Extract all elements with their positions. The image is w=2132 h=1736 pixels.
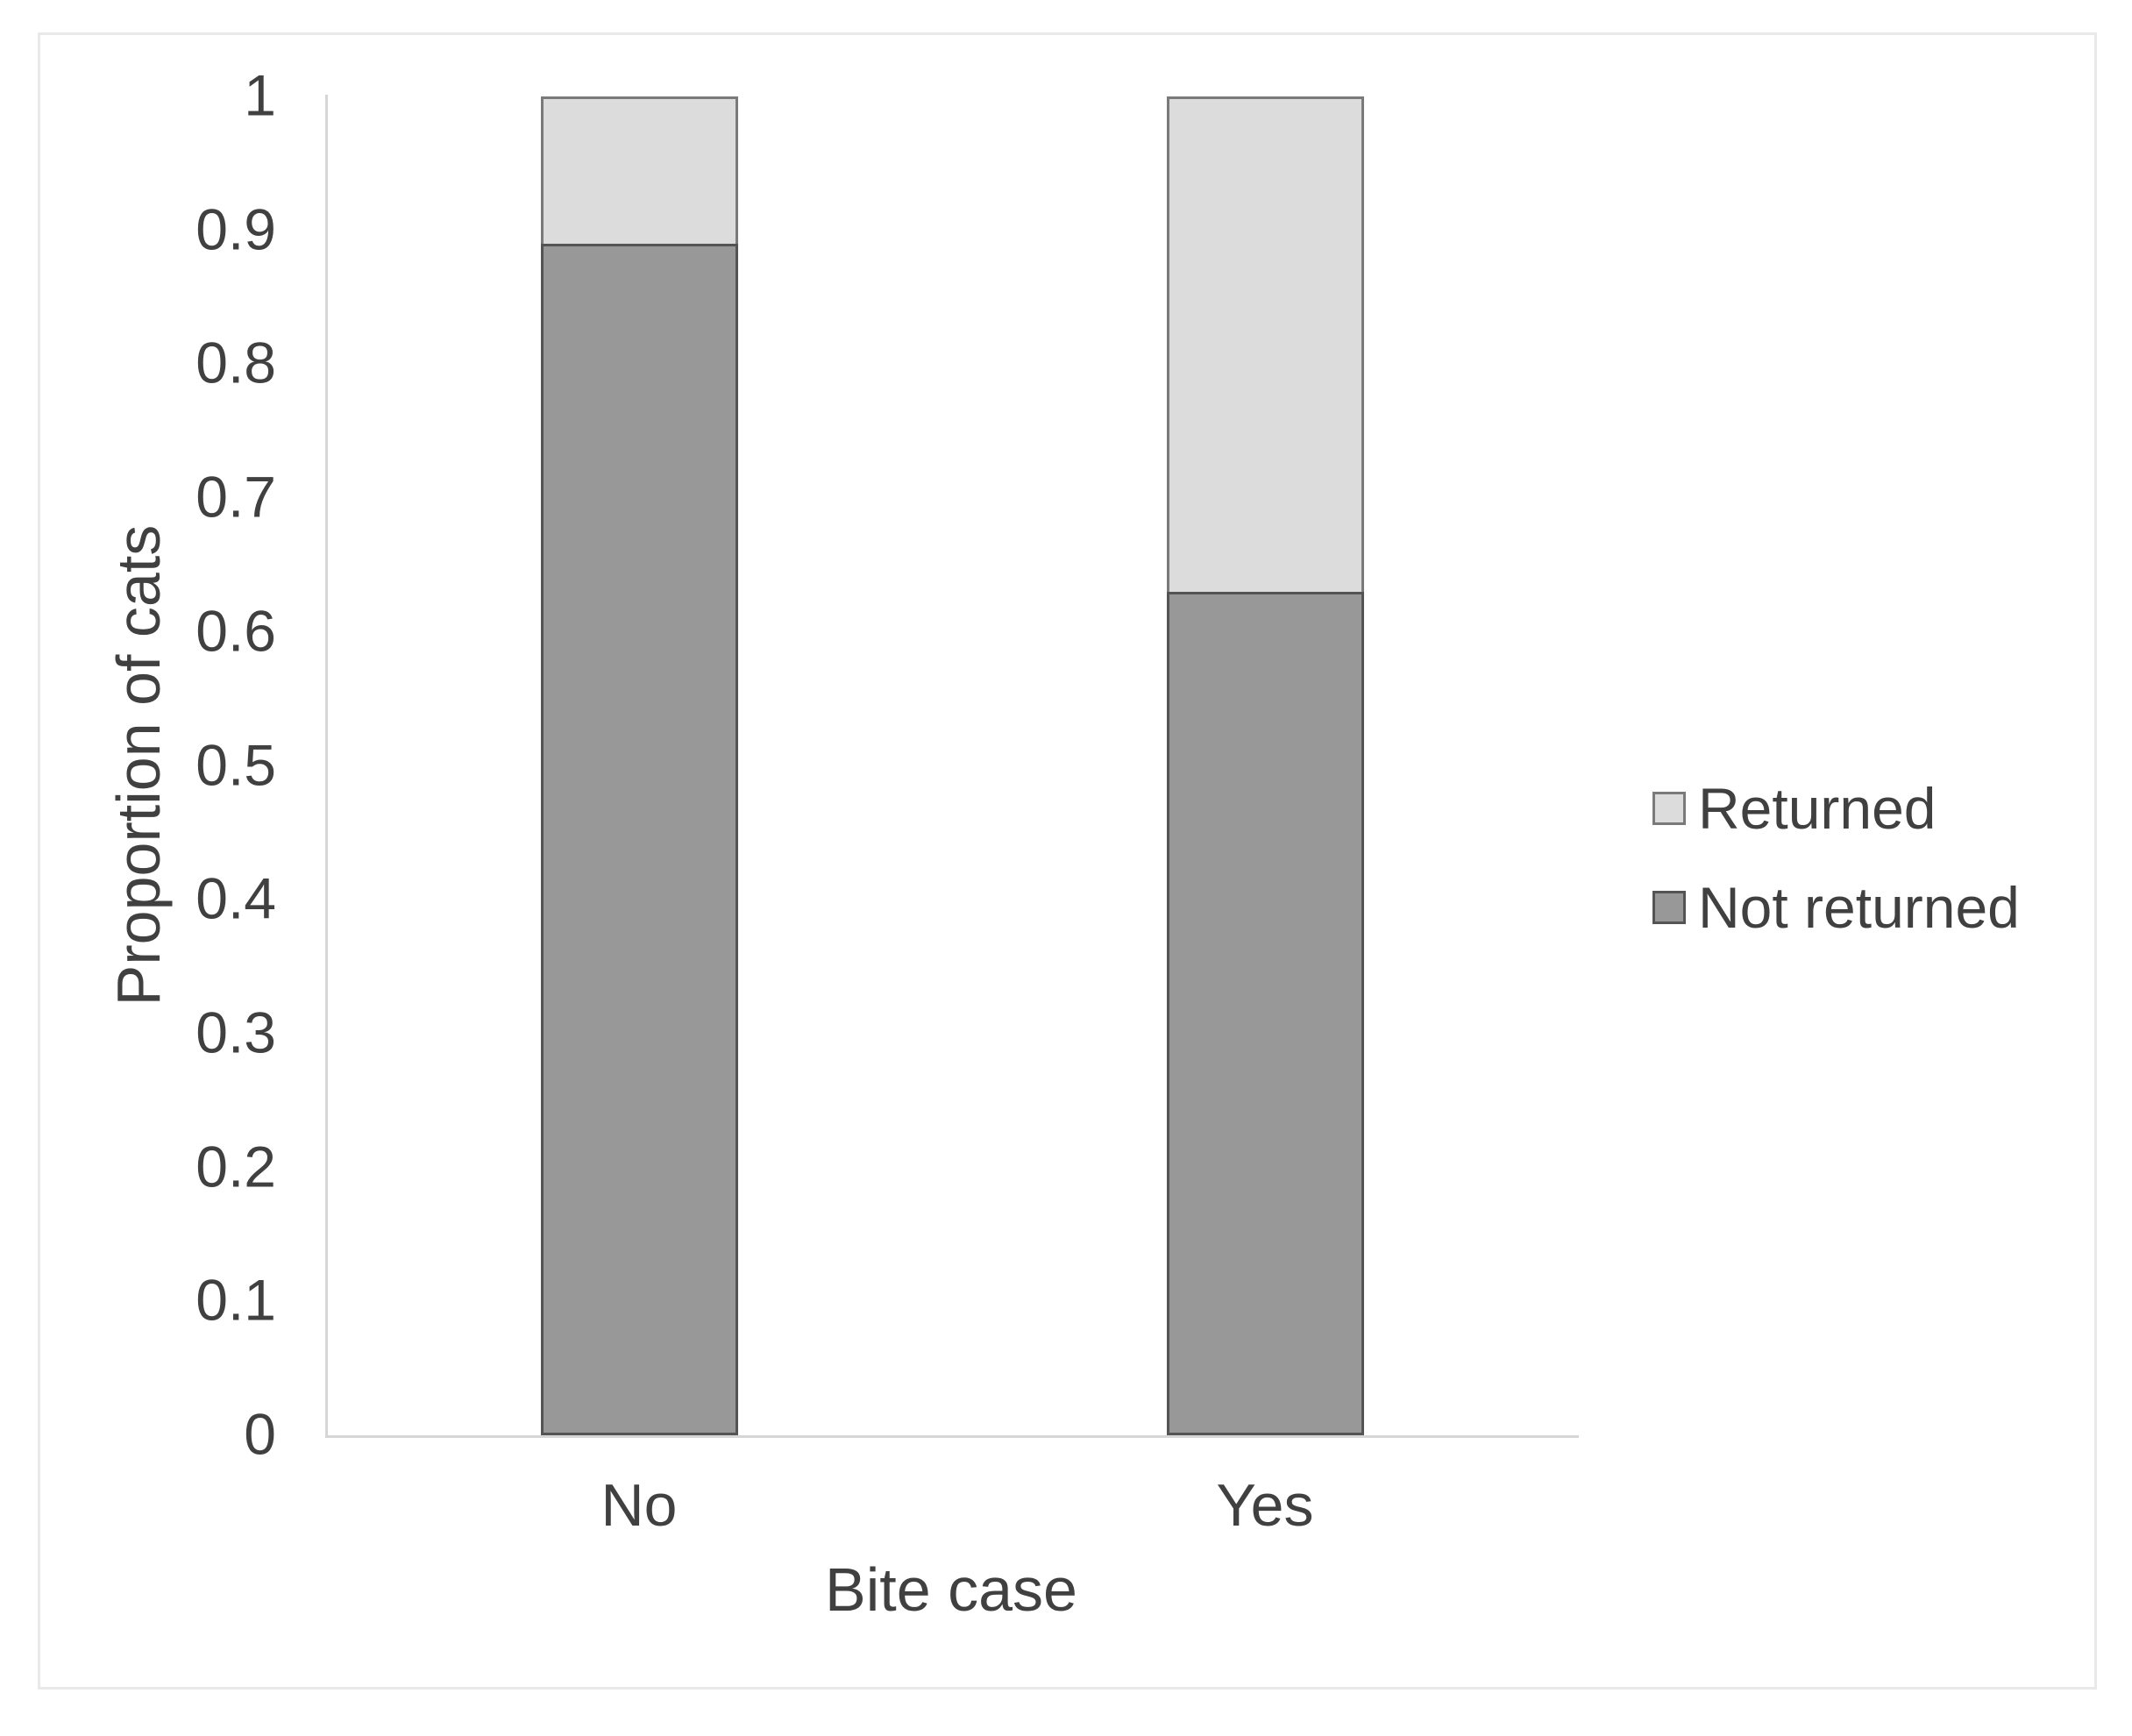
y-tick-label: 0.8 [195,330,276,395]
bar-segment-returned-no [541,96,738,244]
legend-swatch-icon [1652,891,1686,924]
legend: Returned Not returned [1652,776,2020,974]
y-tick-label: 0.5 [195,732,276,798]
x-category-label-yes: Yes [1216,1472,1314,1539]
x-axis-line [325,1435,1579,1438]
legend-item-not-returned: Not returned [1652,875,2020,940]
legend-swatch-icon [1652,792,1686,825]
legend-label: Not returned [1698,875,2020,940]
bar-segment-not-returned-no [541,244,738,1435]
y-tick-label: 0.7 [195,464,276,530]
x-axis-title: Bite case [825,1555,1077,1624]
legend-label: Returned [1698,776,1937,841]
legend-item-returned: Returned [1652,776,2020,841]
y-tick-label: 0.6 [195,598,276,664]
x-category-label-no: No [601,1472,678,1539]
y-tick-label: 0.4 [195,865,276,931]
y-axis-line [325,95,328,1438]
bar-segment-returned-yes [1167,96,1364,592]
y-axis-title: Proportion of cats [104,524,173,1007]
chart-frame [38,32,2097,1690]
bar-segment-not-returned-yes [1167,592,1364,1435]
y-tick-label: 0.3 [195,1000,276,1065]
y-tick-label: 0 [244,1401,276,1467]
y-tick-label: 0.1 [195,1267,276,1333]
y-tick-label: 1 [244,62,276,128]
y-tick-label: 0.9 [195,196,276,262]
y-tick-label: 0.2 [195,1134,276,1199]
